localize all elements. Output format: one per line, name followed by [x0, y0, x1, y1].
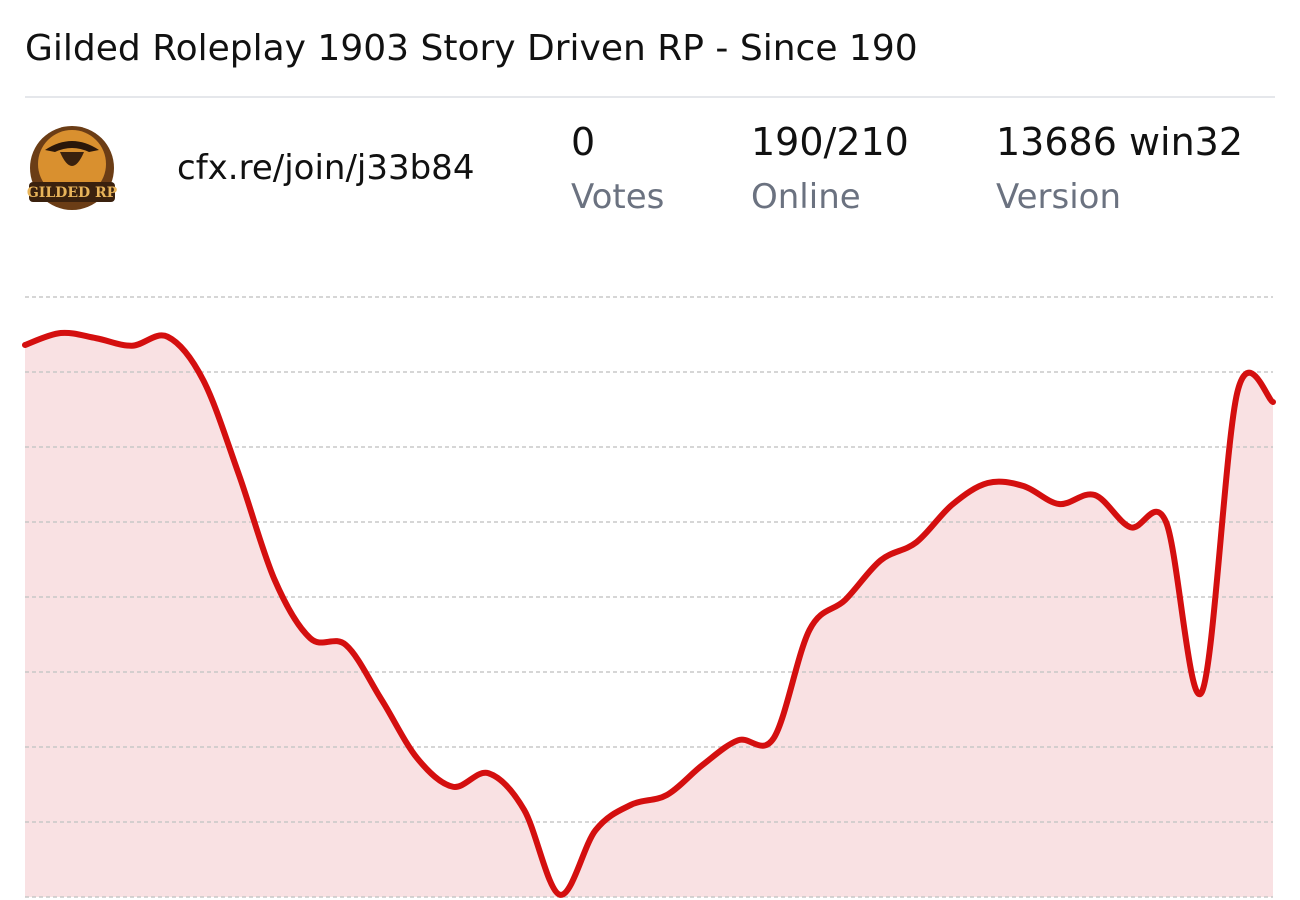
- logo-face: [60, 152, 84, 166]
- stat-label: Version: [996, 177, 1122, 217]
- divider: [25, 96, 1275, 98]
- stat-label: Online: [751, 177, 861, 217]
- stat: 13686 win32 Version: [996, 118, 1243, 228]
- logo-text: GILDED RP: [27, 185, 118, 201]
- line: [22, 329, 1276, 898]
- logo-hat: [45, 141, 99, 152]
- stat-value: 190/210: [751, 120, 909, 164]
- server-address[interactable]: cfx.re/join/j33b84: [177, 148, 475, 188]
- logo-banner: [29, 182, 115, 202]
- logo: GILDED RP: [27, 126, 118, 210]
- stat-value: 13686 win32: [996, 120, 1244, 164]
- stat: 190/210 Online: [751, 118, 909, 228]
- stat: 0 Votes: [571, 118, 664, 228]
- server-title: Gilded Roleplay 1903 Story Driven RP - S…: [25, 28, 918, 69]
- area: [25, 332, 1273, 897]
- stat-value: 0: [571, 120, 596, 164]
- stat-label: Votes: [571, 177, 665, 217]
